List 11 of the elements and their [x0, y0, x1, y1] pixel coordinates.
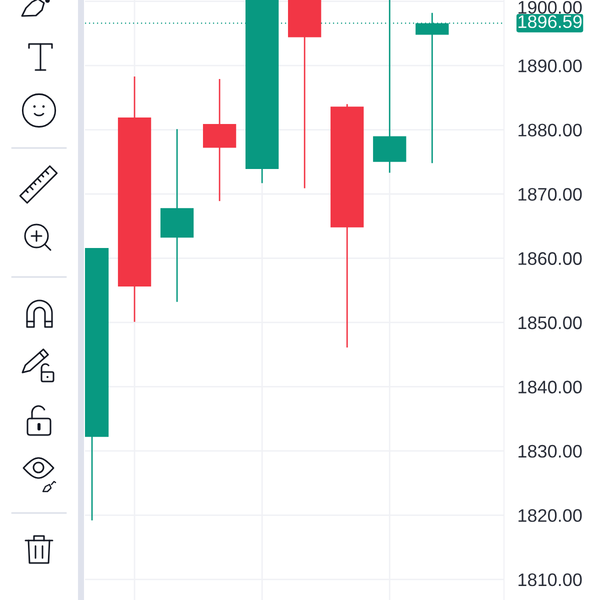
y-tick-label: 1890.00 [518, 59, 582, 72]
y-tick-label: 1840.00 [518, 380, 582, 394]
y-tick-label: 1810.00 [518, 573, 582, 586]
y-tick-label: 1900.00 [518, 0, 582, 14]
ref-line-label: 1896.59 [518, 15, 582, 28]
y-tick-label: 1880.00 [518, 124, 582, 136]
y-tick-label: 1870.00 [518, 188, 582, 201]
y-tick-label: 1860.00 [518, 252, 582, 265]
y-tick-label: 1830.00 [518, 444, 582, 458]
y-tick-label: 1820.00 [518, 509, 582, 522]
y-tick-label: 1850.00 [518, 316, 582, 330]
